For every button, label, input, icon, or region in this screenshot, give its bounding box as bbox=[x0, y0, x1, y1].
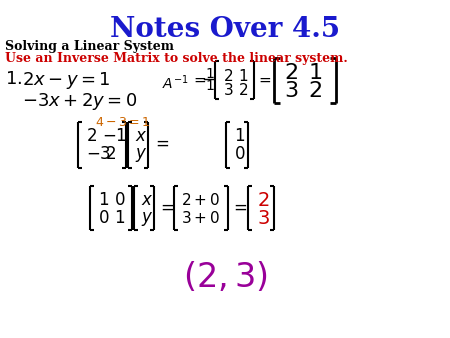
Text: $2$: $2$ bbox=[284, 62, 298, 84]
Text: $1.$: $1.$ bbox=[5, 70, 22, 88]
Text: Solving a Linear System: Solving a Linear System bbox=[5, 40, 174, 53]
Text: $2$: $2$ bbox=[257, 192, 270, 210]
Text: $3+0$: $3+0$ bbox=[181, 210, 220, 226]
Text: Use an Inverse Matrix to solve the linear system.: Use an Inverse Matrix to solve the linea… bbox=[5, 52, 348, 65]
Text: $3$: $3$ bbox=[284, 80, 298, 102]
Text: $1$: $1$ bbox=[238, 68, 248, 84]
Text: $2+0$: $2+0$ bbox=[181, 192, 220, 208]
Text: $2$: $2$ bbox=[223, 68, 233, 84]
Text: $-3x+2y=0$: $-3x+2y=0$ bbox=[22, 91, 138, 112]
Text: $2$: $2$ bbox=[308, 80, 322, 102]
Text: $3$: $3$ bbox=[223, 82, 234, 98]
Text: $4-3=1$: $4-3=1$ bbox=[95, 116, 150, 129]
Text: $2$: $2$ bbox=[105, 146, 116, 163]
Text: $-1$: $-1$ bbox=[102, 128, 127, 145]
Text: $0$: $0$ bbox=[98, 210, 109, 227]
Text: $2$: $2$ bbox=[86, 128, 97, 145]
Text: Notes Over 4.5: Notes Over 4.5 bbox=[110, 16, 340, 43]
Text: $0$: $0$ bbox=[114, 192, 126, 209]
Text: $1$: $1$ bbox=[308, 62, 322, 84]
Text: $3$: $3$ bbox=[257, 210, 270, 228]
Text: $0$: $0$ bbox=[234, 146, 245, 163]
Text: $-3$: $-3$ bbox=[86, 146, 111, 163]
Text: $2x-y=1$: $2x-y=1$ bbox=[22, 70, 111, 91]
Text: $y$: $y$ bbox=[141, 210, 153, 228]
Text: $=$: $=$ bbox=[230, 199, 248, 216]
Text: $1$: $1$ bbox=[234, 128, 245, 145]
Text: $=$: $=$ bbox=[152, 135, 169, 152]
Text: $x$: $x$ bbox=[141, 192, 153, 209]
Text: $1$: $1$ bbox=[98, 192, 109, 209]
Text: $1$: $1$ bbox=[205, 67, 215, 81]
Text: $1$: $1$ bbox=[114, 210, 125, 227]
Text: $x$: $x$ bbox=[135, 128, 148, 145]
Text: $(2,3)$: $(2,3)$ bbox=[183, 260, 267, 294]
Text: $=$: $=$ bbox=[157, 199, 174, 216]
Text: $1$: $1$ bbox=[205, 79, 215, 93]
Text: $=$: $=$ bbox=[191, 73, 207, 87]
Text: $=$: $=$ bbox=[256, 73, 272, 87]
Text: $A^{-1}$: $A^{-1}$ bbox=[162, 73, 189, 92]
Text: $2$: $2$ bbox=[238, 82, 248, 98]
Text: $y$: $y$ bbox=[135, 146, 148, 164]
